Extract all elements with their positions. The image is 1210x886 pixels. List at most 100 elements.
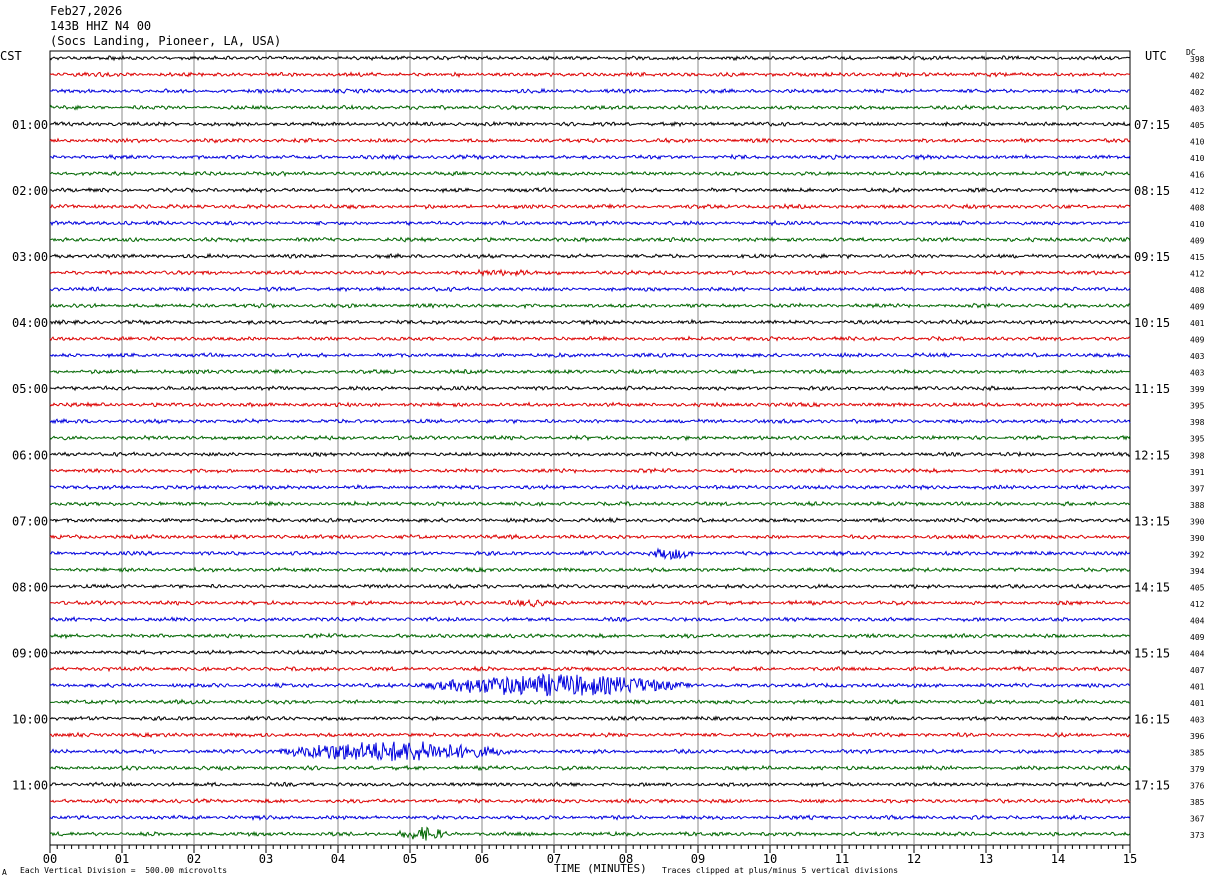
seismic-trace: [49, 434, 1131, 442]
dc-offset-label: 390: [1190, 517, 1205, 526]
seismic-trace: [49, 731, 1131, 739]
dc-offset-label: 392: [1190, 550, 1205, 559]
seismic-trace: [49, 202, 1131, 210]
x-tick-label: 14: [1051, 852, 1065, 866]
utc-hour-label: 12:15: [1134, 448, 1170, 462]
utc-hour-label: 08:15: [1134, 184, 1170, 198]
x-tick-label: 05: [403, 852, 417, 866]
dc-offset-label: 409: [1190, 237, 1205, 246]
x-tick-label: 09: [691, 852, 705, 866]
dc-offset-label: 390: [1190, 534, 1205, 543]
cst-hour-label: 03:00: [12, 250, 48, 264]
dc-offset-label: 397: [1190, 484, 1205, 493]
dc-offset-label: 401: [1190, 699, 1205, 708]
seismic-trace: [49, 632, 1131, 640]
x-tick-label: 07: [547, 852, 561, 866]
seismic-trace: [49, 54, 1131, 62]
dc-offset-label: 410: [1190, 154, 1205, 163]
record-date: Feb27,2026: [50, 4, 123, 18]
seismic-trace: [49, 672, 1131, 697]
cst-hour-label: 07:00: [12, 514, 48, 528]
utc-hour-label: 11:15: [1134, 382, 1170, 396]
dc-offset-label: 399: [1190, 385, 1205, 394]
dc-offset-label: 416: [1190, 171, 1205, 180]
seismic-trace: [49, 665, 1131, 673]
dc-offset-label: 415: [1190, 253, 1205, 262]
dc-offset-label: 396: [1190, 732, 1205, 741]
station-code: 143B HHZ N4 00: [50, 19, 152, 33]
seismic-trace: [49, 137, 1131, 144]
seismic-trace: [49, 236, 1131, 244]
seismic-trace: [49, 698, 1131, 706]
seismic-trace: [49, 547, 1131, 561]
utc-hour-label: 16:15: [1134, 712, 1170, 726]
dc-offset-label: 412: [1190, 187, 1205, 196]
x-tick-label: 15: [1123, 852, 1137, 866]
dc-offset-label: 401: [1190, 319, 1205, 328]
dc-offset-label: 379: [1190, 765, 1205, 774]
station-location: (Socs Landing, Pioneer, LA, USA): [50, 34, 282, 48]
seismic-trace: [49, 516, 1131, 524]
seismic-trace: [49, 70, 1131, 79]
left-axis-label: CST: [0, 49, 22, 63]
dc-offset-label: 404: [1190, 649, 1205, 658]
x-tick-label: 06: [475, 852, 489, 866]
seismic-trace: [49, 87, 1130, 95]
dc-offset-label: 403: [1190, 369, 1205, 378]
seismic-trace: [50, 368, 1131, 375]
seismic-trace: [49, 764, 1131, 772]
cst-hour-label: 01:00: [12, 118, 48, 132]
seismic-trace: [49, 120, 1131, 128]
seismic-trace: [49, 417, 1131, 425]
dc-offset-label: 367: [1190, 814, 1205, 823]
dc-offset-label: 391: [1190, 468, 1205, 477]
seismic-trace: [49, 583, 1131, 590]
seismic-trace: [49, 500, 1131, 508]
cst-hour-label: 10:00: [12, 712, 48, 726]
cst-hour-label: 09:00: [12, 646, 48, 660]
dc-label: DC: [1186, 48, 1196, 57]
seismic-trace: [49, 219, 1131, 227]
dc-offset-label: 395: [1190, 435, 1205, 444]
dc-offset-label: 385: [1190, 798, 1205, 807]
seismic-trace: [49, 781, 1131, 788]
dc-offset-label: 403: [1190, 105, 1205, 114]
seismic-trace: [49, 401, 1131, 408]
cst-hour-label: 02:00: [12, 184, 48, 198]
x-tick-label: 08: [619, 852, 633, 866]
seismic-trace: [49, 351, 1131, 359]
right-axis-label: UTC: [1145, 49, 1167, 63]
x-tick-label: 03: [259, 852, 273, 866]
seismic-trace: [49, 615, 1131, 623]
scale-note: Each Vertical Division = 500.00 microvol…: [20, 866, 228, 875]
seismic-trace: [49, 533, 1131, 540]
seismic-trace: [49, 268, 1131, 278]
seismic-trace: [49, 648, 1131, 657]
x-tick-label: 01: [115, 852, 129, 866]
dc-offset-label: 388: [1190, 501, 1205, 510]
dc-offset-label: 412: [1190, 270, 1205, 279]
x-axis-title: TIME (MINUTES): [554, 862, 647, 875]
x-tick-label: 04: [331, 852, 345, 866]
dc-offset-label: 401: [1190, 682, 1205, 691]
seismic-trace: [49, 566, 1131, 573]
x-tick-label: 00: [43, 852, 57, 866]
dc-offset-label: 408: [1190, 286, 1205, 295]
dc-offset-label: 398: [1190, 418, 1205, 427]
corner-mark: A: [2, 868, 7, 877]
dc-offset-label: 410: [1190, 220, 1205, 229]
cst-hour-label: 05:00: [12, 382, 48, 396]
cst-hour-label: 04:00: [12, 316, 48, 330]
dc-offset-label: 408: [1190, 204, 1205, 213]
seismic-trace: [49, 741, 1131, 762]
utc-hour-label: 07:15: [1134, 118, 1170, 132]
seismic-trace: [49, 302, 1131, 310]
dc-offset-label: 398: [1190, 55, 1205, 64]
seismic-trace: [49, 450, 1131, 458]
seismic-trace: [49, 814, 1131, 821]
seismic-trace: [49, 483, 1131, 491]
dc-offset-label: 376: [1190, 781, 1205, 790]
utc-hour-label: 09:15: [1134, 250, 1170, 264]
dc-offset-label: 373: [1190, 831, 1205, 840]
